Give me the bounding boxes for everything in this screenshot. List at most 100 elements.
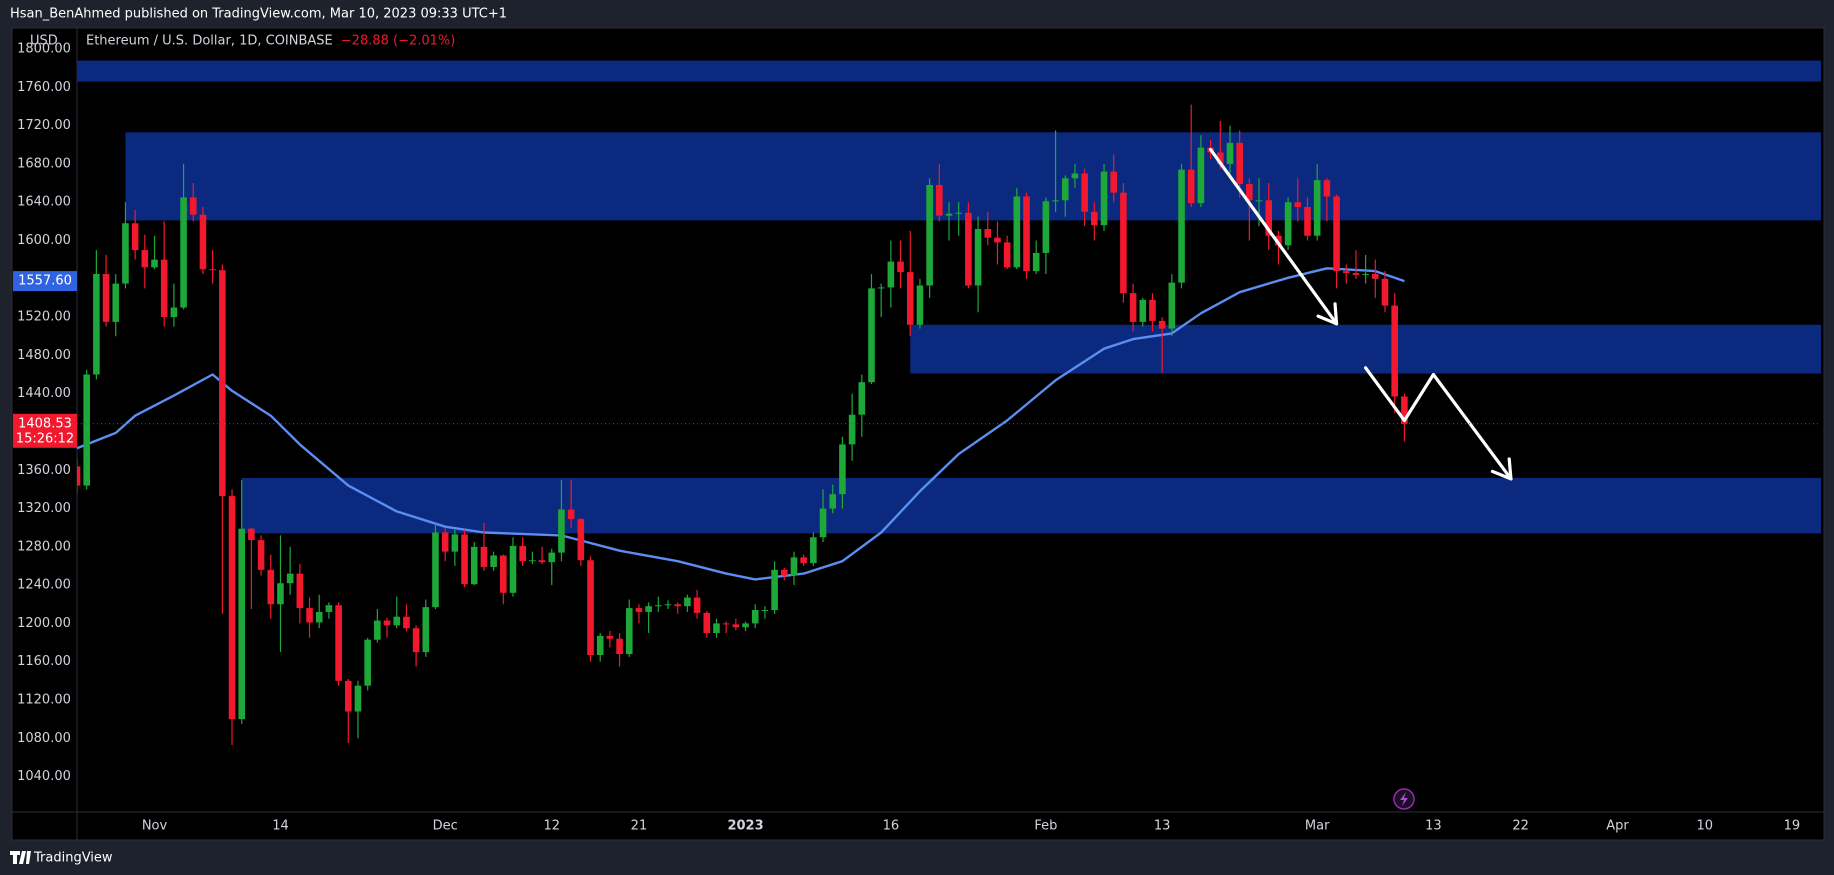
candle-body bbox=[538, 560, 546, 563]
candle-body bbox=[228, 496, 236, 720]
candle-body bbox=[344, 680, 352, 712]
candle-body bbox=[219, 270, 226, 497]
candle-body bbox=[780, 569, 788, 576]
candle-body bbox=[1023, 196, 1030, 272]
candle-body bbox=[751, 610, 759, 624]
candle-body bbox=[306, 608, 313, 623]
candle-body bbox=[315, 611, 323, 623]
candle-body bbox=[587, 560, 594, 656]
candle-body bbox=[519, 545, 526, 562]
candle-body bbox=[1381, 278, 1389, 306]
y-tick-label: 1320.00 bbox=[17, 501, 71, 516]
candle-body bbox=[965, 212, 972, 286]
candle-body bbox=[209, 269, 216, 271]
candle-body bbox=[703, 612, 711, 633]
candle-body bbox=[490, 555, 497, 567]
candle-body bbox=[771, 569, 778, 611]
candle-body bbox=[742, 623, 749, 628]
candle-body bbox=[1226, 142, 1234, 164]
candle-body bbox=[577, 519, 585, 561]
candle-body bbox=[374, 620, 381, 640]
candle-body bbox=[1255, 200, 1263, 202]
candle-body bbox=[1129, 293, 1137, 322]
candle-body bbox=[461, 534, 468, 585]
x-tick-label: 19 bbox=[1784, 819, 1801, 834]
footer-brand: TradingView bbox=[33, 851, 113, 866]
candle-body bbox=[122, 223, 129, 284]
y-tick-label: 1360.00 bbox=[17, 463, 71, 478]
candle-body bbox=[470, 546, 478, 585]
candle-body bbox=[625, 608, 633, 655]
arrow-head bbox=[1316, 302, 1339, 326]
x-tick-label: 13 bbox=[1154, 819, 1171, 834]
zone bbox=[125, 132, 1821, 221]
candle-body bbox=[1081, 173, 1088, 212]
zone bbox=[241, 477, 1821, 534]
candle-body bbox=[93, 274, 100, 375]
publisher-line: Hsan_BenAhmed published on TradingView.c… bbox=[10, 7, 507, 22]
candle-body bbox=[722, 623, 730, 625]
candle-body bbox=[1100, 171, 1108, 226]
candle-body bbox=[732, 624, 740, 628]
currency: USD bbox=[30, 34, 58, 49]
y-tick-label: 1760.00 bbox=[17, 80, 71, 95]
price-label-box bbox=[13, 271, 77, 292]
candle-body bbox=[1158, 320, 1166, 329]
candle-body bbox=[83, 374, 90, 486]
candle-body bbox=[1052, 200, 1059, 202]
y-tick-label: 1280.00 bbox=[17, 539, 71, 554]
y-tick-label: 1680.00 bbox=[17, 156, 71, 171]
candle-body bbox=[199, 214, 207, 270]
candle-body bbox=[1304, 207, 1311, 236]
candle-body bbox=[1275, 235, 1282, 246]
y-tick-label: 1480.00 bbox=[17, 348, 71, 363]
candle-body bbox=[810, 537, 817, 564]
bar-countdown: 15:26:12 bbox=[16, 431, 74, 446]
y-tick-label: 1080.00 bbox=[17, 731, 71, 746]
candle-body bbox=[325, 605, 333, 612]
y-tick-label: 1240.00 bbox=[17, 578, 71, 593]
candle-body bbox=[441, 532, 449, 552]
y-tick-label: 1160.00 bbox=[17, 654, 71, 669]
candle-body bbox=[1352, 273, 1360, 275]
candle-body bbox=[432, 532, 439, 608]
candle-body bbox=[393, 616, 401, 626]
y-tick-label: 1040.00 bbox=[17, 769, 71, 784]
candle-body bbox=[131, 223, 139, 251]
candle-body bbox=[383, 620, 391, 626]
candle-body bbox=[664, 604, 672, 606]
x-tick-label: Mar bbox=[1305, 819, 1330, 834]
candle-body bbox=[936, 184, 943, 216]
y-tick-label: 1440.00 bbox=[17, 386, 71, 401]
y-tick-label: 1800.00 bbox=[17, 42, 71, 57]
candle-body bbox=[887, 261, 895, 288]
symbol-legend: Ethereum / U.S. Dollar, 1D, COINBASE bbox=[86, 34, 333, 49]
candle-body bbox=[1216, 152, 1224, 164]
candle-body bbox=[412, 628, 420, 653]
candle-body bbox=[684, 597, 691, 607]
trend-arrow bbox=[1364, 366, 1513, 481]
candle-body bbox=[916, 285, 924, 325]
candle-body bbox=[1120, 192, 1127, 294]
candle-body bbox=[548, 552, 556, 563]
candle-body bbox=[267, 569, 275, 605]
price-label: 1557.60 bbox=[18, 274, 72, 289]
candle-body bbox=[364, 639, 371, 686]
x-tick-label: Apr bbox=[1606, 819, 1629, 834]
candle-body bbox=[451, 534, 459, 552]
candle-body bbox=[1313, 180, 1321, 236]
candle-body bbox=[1042, 201, 1050, 253]
y-tick-label: 1600.00 bbox=[17, 233, 71, 248]
candle-body bbox=[906, 272, 914, 325]
candle-body bbox=[693, 597, 701, 613]
candle-body bbox=[1323, 180, 1331, 197]
candle-body bbox=[1032, 252, 1040, 272]
candle-body bbox=[286, 573, 294, 584]
candle-body bbox=[1265, 200, 1273, 236]
plot-area bbox=[77, 60, 1821, 745]
candle-body bbox=[180, 197, 187, 308]
candle-body bbox=[1197, 147, 1205, 204]
x-tick-label: 12 bbox=[543, 819, 560, 834]
candle-body bbox=[800, 557, 807, 564]
